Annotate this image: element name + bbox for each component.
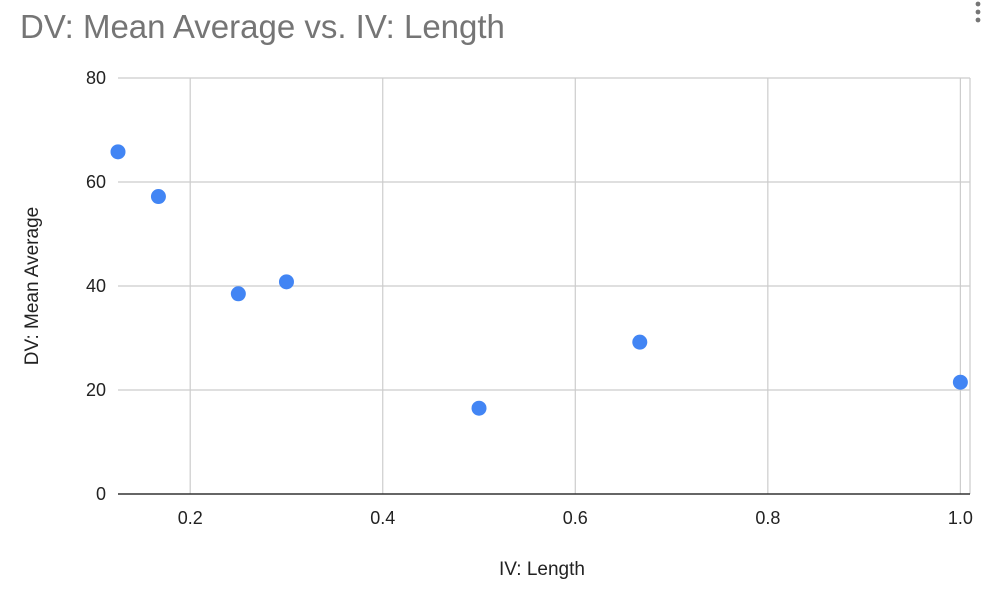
data-point[interactable]: [278, 274, 294, 290]
x-tick-label: 1.0: [948, 508, 973, 528]
x-tick-label: 0.4: [370, 508, 395, 528]
data-point[interactable]: [952, 374, 968, 390]
data-point[interactable]: [632, 334, 648, 350]
data-point[interactable]: [110, 144, 126, 160]
gridlines: [118, 77, 971, 494]
chart-title: DV: Mean Average vs. IV: Length: [20, 8, 505, 45]
y-tick-label: 60: [86, 172, 106, 192]
more-vertical-icon[interactable]: [968, 0, 988, 26]
x-axis-title: IV: Length: [499, 559, 585, 580]
data-point[interactable]: [150, 189, 166, 205]
x-tick-label: 0.6: [563, 508, 588, 528]
data-point[interactable]: [230, 286, 246, 302]
y-tick-label: 0: [96, 484, 106, 504]
y-axis-title: DV: Mean Average: [22, 207, 43, 365]
x-tick-label: 0.8: [755, 508, 780, 528]
data-points: [110, 144, 968, 416]
y-tick-label: 40: [86, 276, 106, 296]
y-tick-label: 80: [86, 68, 106, 88]
tick-labels: 0 20 40 60 80 0.2 0.4 0.6 0.8 1.0: [86, 68, 973, 528]
x-tick-label: 0.2: [178, 508, 203, 528]
y-tick-label: 20: [86, 380, 106, 400]
data-point[interactable]: [471, 400, 487, 416]
